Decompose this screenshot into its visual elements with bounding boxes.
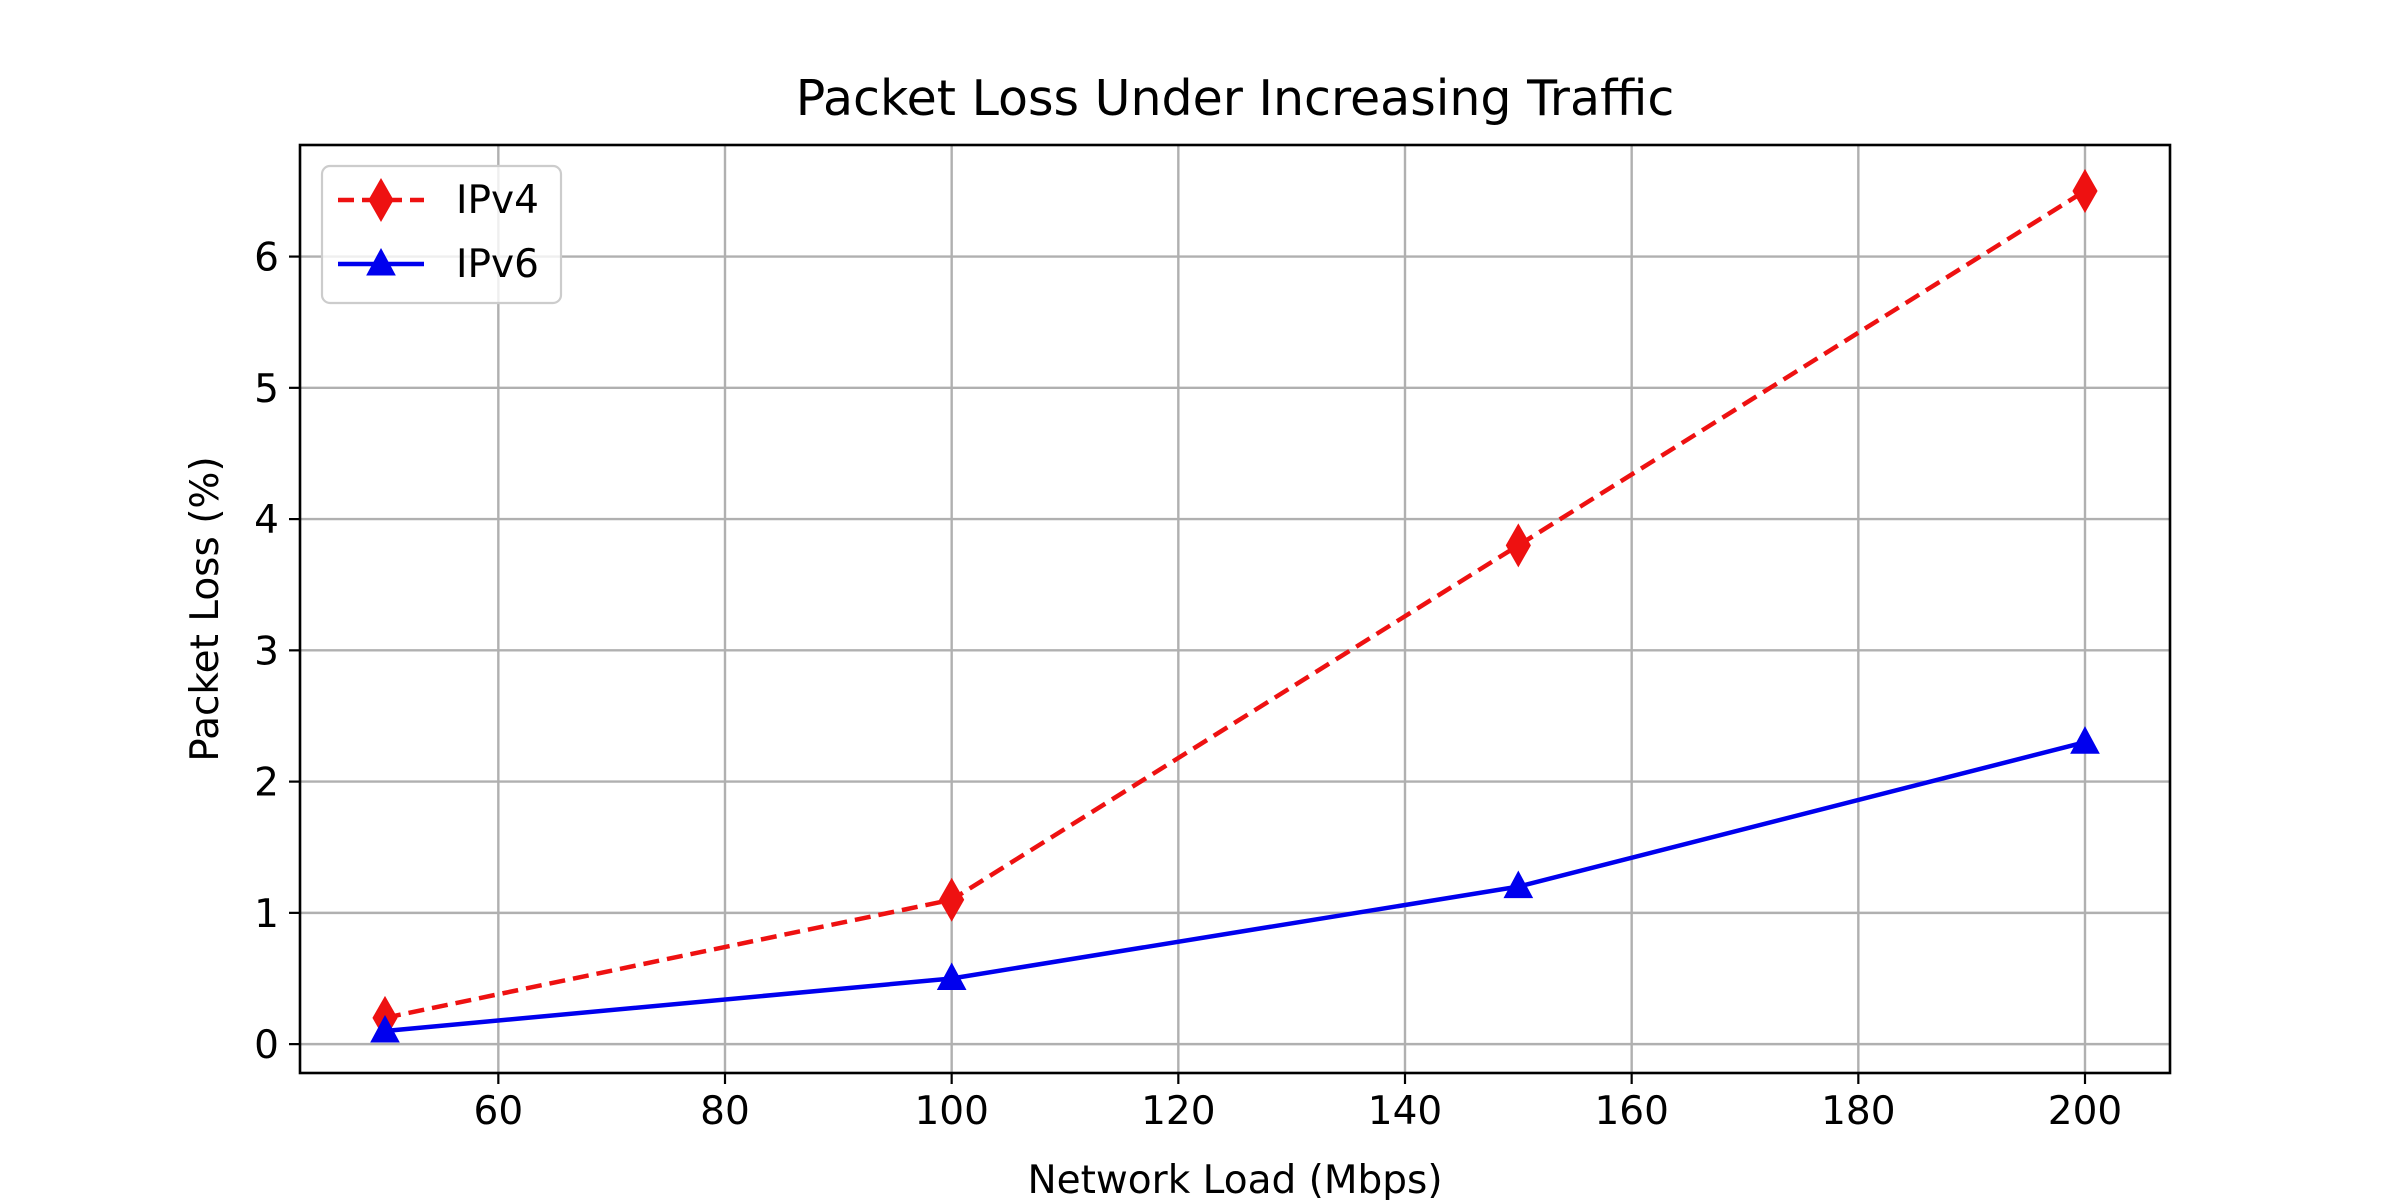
y-axis-label: Packet Loss (%) (183, 456, 228, 761)
x-tick-label: 60 (474, 1089, 524, 1134)
legend-entry-ipv4: IPv4 (338, 177, 539, 223)
legend-marker-ipv4 (368, 177, 394, 223)
series-layer (370, 168, 2100, 1043)
y-tick-label: 1 (254, 892, 279, 937)
y-axis-ticks: 0 1 2 3 4 5 6 (254, 236, 300, 1068)
y-tick-label: 6 (254, 236, 279, 281)
x-tick-label: 180 (1821, 1089, 1895, 1134)
data-point-ipv4 (939, 877, 965, 922)
legend: IPv4 IPv6 (320, 164, 563, 305)
data-point-ipv6 (2070, 726, 2100, 754)
plot-frame (298, 143, 2172, 1075)
x-tick-label: 160 (1594, 1089, 1668, 1134)
y-tick-label: 5 (254, 367, 279, 412)
y-tick-label: 3 (254, 629, 279, 674)
series-line-ipv4 (384, 189, 2087, 1021)
data-point-ipv4 (2072, 168, 2098, 213)
x-axis-label: Network Load (Mbps) (1027, 1158, 1442, 1200)
legend-label-ipv4: IPv4 (456, 178, 539, 223)
y-tick-label: 4 (254, 498, 279, 543)
y-tick-label: 2 (254, 761, 279, 806)
data-point-ipv6 (370, 1014, 400, 1043)
x-tick-label: 200 (2048, 1089, 2122, 1134)
x-tick-label: 120 (1141, 1089, 1215, 1134)
data-point-ipv6 (1503, 870, 1534, 899)
series-line-ipv6 (384, 740, 2086, 1034)
chart-title: Packet Loss Under Increasing Traffic (796, 70, 1675, 127)
data-point-ipv4 (1505, 523, 1531, 568)
x-tick-label: 100 (914, 1089, 988, 1134)
legend-marker-ipv6 (366, 247, 396, 276)
grid-lines (300, 145, 2170, 1073)
data-point-ipv6 (936, 962, 967, 990)
x-tick-label: 140 (1368, 1089, 1442, 1134)
y-tick-label: 0 (254, 1023, 279, 1068)
x-axis-ticks: 60 80 100 120 140 160 180 200 (474, 1073, 2122, 1134)
legend-entry-ipv6: IPv6 (338, 242, 539, 287)
legend-label-ipv6: IPv6 (456, 242, 539, 287)
x-tick-label: 80 (700, 1089, 750, 1134)
